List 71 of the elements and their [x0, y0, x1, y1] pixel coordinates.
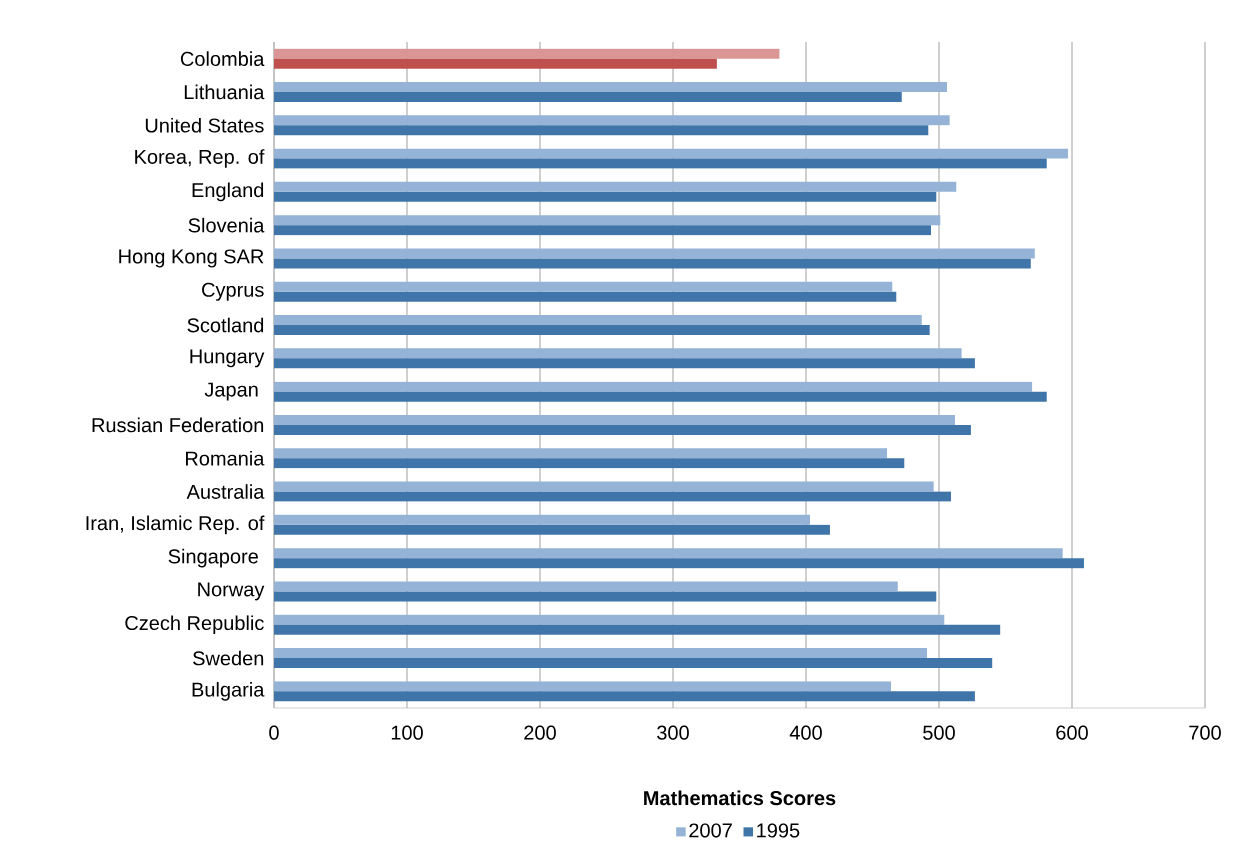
- bar: [274, 258, 1031, 269]
- y-tick-label: United States: [145, 117, 264, 133]
- y-tick-label: Slovenia: [188, 217, 265, 233]
- y-tick-label: Bulgaria: [192, 682, 265, 701]
- y-tick-label: Russian Federation: [92, 417, 264, 433]
- x-tick-label: 100: [391, 725, 423, 740]
- bar: [274, 81, 947, 92]
- bar: [274, 58, 717, 69]
- bar: [274, 391, 1047, 402]
- bar: [274, 191, 937, 202]
- bar: [274, 691, 975, 702]
- x-tick-label: 300: [657, 725, 689, 740]
- bar: [274, 458, 905, 469]
- bar: [274, 348, 962, 359]
- bar: [274, 491, 951, 502]
- bar: [274, 291, 897, 302]
- bar: [274, 558, 1084, 569]
- y-tick-label: Singapore: [168, 548, 258, 568]
- bar: [274, 524, 830, 535]
- bar: [274, 648, 928, 659]
- bar: [274, 614, 945, 625]
- bar: [274, 381, 1033, 392]
- bar: [274, 148, 1069, 159]
- bar: [274, 481, 934, 492]
- x-tick-label: 0: [269, 725, 279, 740]
- x-tick-label: 400: [789, 725, 822, 740]
- bar: [274, 414, 955, 425]
- bar: [274, 448, 888, 459]
- y-tick-label: Iran, Islamic Rep. of: [86, 515, 265, 535]
- y-tick-label: Hong Kong SAR: [119, 249, 264, 268]
- x-tick-label: 700: [1189, 725, 1221, 740]
- bar: [274, 115, 950, 126]
- bar: [274, 281, 893, 292]
- x-tick-label: 600: [1056, 725, 1088, 740]
- y-tick-label: Japan: [204, 382, 258, 401]
- y-tick-label: Colombia: [180, 51, 265, 66]
- bar: [274, 248, 1035, 259]
- y-tick-label: Australia: [186, 484, 265, 499]
- bar: [274, 158, 1047, 169]
- bar: [274, 548, 1063, 559]
- bar: [274, 48, 780, 59]
- bar: [274, 181, 957, 192]
- bar: [274, 591, 937, 602]
- y-tick-label: Korea, Rep. of: [135, 149, 265, 168]
- y-tick-label: Czech Republic: [125, 615, 264, 635]
- bar: [274, 125, 929, 136]
- legend-label: 1995: [757, 823, 800, 838]
- x-axis-title: Mathematics Scores: [644, 790, 836, 806]
- bar: [274, 215, 941, 226]
- bar: [274, 424, 971, 435]
- x-tick-label: 500: [923, 725, 955, 740]
- bar: [274, 325, 930, 336]
- y-tick-label: Lithuania: [184, 84, 265, 100]
- bar: [274, 358, 975, 369]
- bar: [274, 514, 810, 525]
- bar: [274, 581, 898, 592]
- bar: [274, 91, 902, 102]
- bar: [274, 658, 993, 669]
- y-tick-label: Sweden: [193, 650, 264, 666]
- bar: [274, 681, 892, 692]
- bar: [274, 225, 932, 236]
- y-tick-label: England: [192, 182, 264, 202]
- y-tick-label: Scotland: [187, 317, 264, 333]
- y-tick-label: Norway: [198, 582, 265, 601]
- y-tick-label: Hungary: [190, 349, 265, 368]
- legend-label: 2007: [689, 823, 732, 838]
- y-tick-label: Cyprus: [202, 282, 264, 301]
- x-tick-label: 200: [524, 725, 556, 740]
- bar: [274, 624, 1001, 635]
- y-tick-label: Romania: [186, 450, 265, 466]
- bar: [274, 315, 922, 326]
